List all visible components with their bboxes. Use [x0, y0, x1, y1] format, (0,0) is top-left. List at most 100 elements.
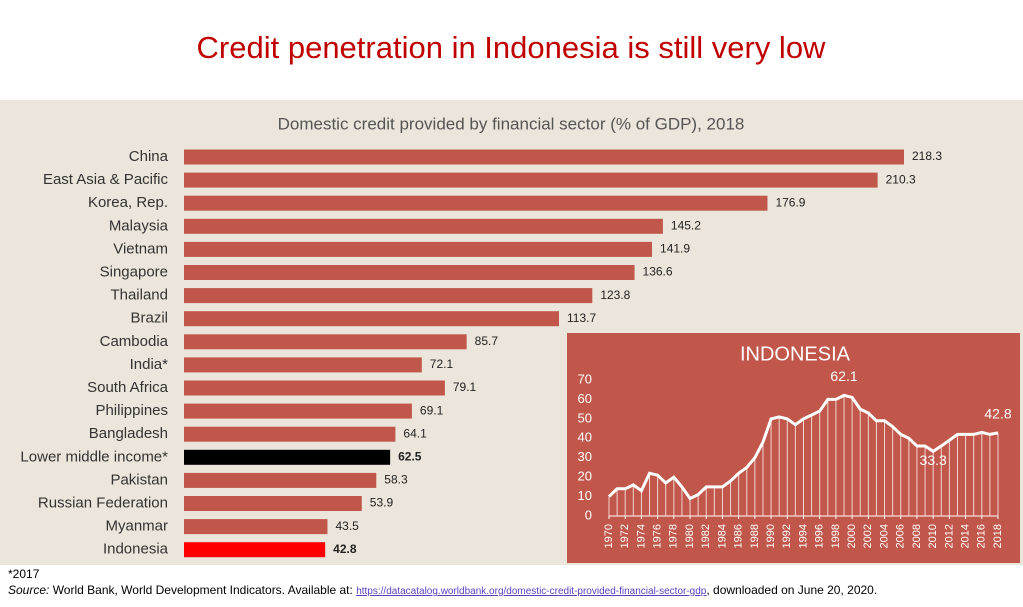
value-label: 218.3 [912, 149, 942, 163]
line [607, 393, 999, 501]
x-tick-label: 1980 [684, 524, 696, 548]
inset-title: INDONESIA [740, 343, 851, 365]
annotation: 42.8 [984, 406, 1011, 422]
category-label: Vietnam [113, 240, 168, 257]
category-label: Lower middle income* [20, 448, 168, 465]
x-tick-label: 2016 [976, 524, 988, 548]
bar [184, 496, 362, 511]
y-tick-label: 0 [585, 507, 592, 522]
x-tick-label: 2006 [895, 524, 907, 548]
x-tick-label: 2018 [992, 524, 1004, 548]
category-label: Brazil [130, 310, 168, 327]
y-tick-label: 20 [578, 469, 592, 484]
category-label: Singapore [100, 263, 168, 280]
x-tick-label: 1970 [603, 524, 615, 548]
x-tick-label: 1996 [814, 524, 826, 548]
y-tick-label: 10 [578, 488, 592, 503]
note: *2017 [8, 567, 40, 581]
value-label: 72.1 [430, 357, 454, 371]
category-label: India* [130, 356, 169, 373]
source: Source: World Bank, World Development In… [8, 582, 877, 600]
x-tick-label: 2002 [862, 524, 874, 548]
x-tick-label: 2008 [911, 524, 923, 548]
x-tick-label: 1982 [700, 524, 712, 548]
value-label: 62.5 [398, 449, 422, 463]
category-label: Indonesia [103, 541, 169, 558]
footnote: *2017 Source: World Bank, World Developm… [8, 566, 877, 600]
bar [184, 380, 445, 396]
category-label: Russian Federation [38, 494, 168, 511]
bar [184, 334, 467, 350]
y-tick-label: 40 [578, 430, 592, 445]
value-label: 42.8 [333, 542, 357, 556]
x-tick-label: 1976 [652, 524, 664, 548]
x-tick-label: 1994 [797, 524, 809, 548]
y-tick-label: 50 [578, 410, 592, 425]
bar [184, 311, 560, 327]
x-tick-label: 1992 [781, 524, 793, 548]
category-label: East Asia & Pacific [43, 171, 169, 188]
category-label: China [129, 148, 169, 165]
value-label: 141.9 [660, 242, 690, 256]
bar [184, 403, 412, 419]
chart: Credit penetration in Indonesia is still… [0, 30, 1023, 565]
annotation: 33.3 [920, 452, 947, 468]
value-label: 113.7 [567, 311, 596, 325]
x-tick-label: 1972 [619, 524, 631, 548]
category-label: Korea, Rep. [88, 194, 168, 211]
bar [184, 195, 768, 211]
source-tail: , downloaded on June 20, 2020. [706, 583, 878, 597]
value-label: 53.9 [370, 496, 394, 510]
bar [184, 542, 326, 558]
x-tick-label: 2012 [943, 524, 955, 548]
bar [184, 519, 328, 535]
bar [184, 357, 422, 373]
value-label: 58.3 [384, 473, 408, 487]
bar [184, 472, 377, 488]
x-tick-label: 1990 [765, 524, 777, 548]
y-tick-label: 60 [578, 391, 592, 406]
category-label: South Africa [87, 379, 169, 396]
x-tick-label: 2010 [927, 524, 939, 548]
category-label: Cambodia [100, 333, 169, 350]
value-label: 79.1 [453, 380, 477, 394]
value-label: 145.2 [671, 218, 701, 232]
category-label: Myanmar [105, 518, 168, 535]
x-tick-label: 1978 [668, 524, 680, 548]
source-label: Source: [8, 583, 50, 597]
chart-title: Domestic credit provided by financial se… [278, 114, 745, 133]
bar [184, 241, 653, 257]
category-label: Philippines [95, 402, 168, 419]
bar [184, 149, 904, 165]
value-label: 43.5 [335, 519, 359, 533]
x-tick-label: 1988 [749, 524, 761, 548]
x-tick-label: 1986 [733, 524, 745, 548]
source-link[interactable]: https://datacatalog.worldbank.org/domest… [356, 586, 707, 597]
x-tick-label: 1974 [635, 524, 647, 548]
x-tick-label: 2000 [846, 524, 858, 548]
x-tick-label: 1984 [716, 524, 728, 548]
value-label: 123.8 [600, 288, 630, 302]
bar [184, 288, 593, 304]
value-label: 85.7 [475, 334, 499, 348]
y-tick-label: 70 [578, 371, 592, 386]
bar [184, 172, 878, 188]
category-label: Malaysia [109, 217, 169, 234]
bar [184, 426, 396, 442]
category-label: Pakistan [110, 471, 168, 488]
value-label: 136.6 [643, 265, 673, 279]
x-tick-label: 1998 [830, 524, 842, 548]
x-tick-label: 2004 [878, 524, 890, 548]
x-tick-label: 2014 [959, 524, 971, 548]
bar [184, 218, 663, 234]
value-label: 176.9 [775, 195, 805, 209]
source-text: World Bank, World Development Indicators… [49, 583, 357, 597]
value-label: 69.1 [420, 403, 444, 417]
value-label: 64.1 [403, 426, 427, 440]
y-tick-label: 30 [578, 449, 592, 464]
value-label: 210.3 [886, 172, 916, 186]
bar [184, 265, 635, 280]
category-label: Bangladesh [89, 425, 168, 442]
inset [567, 333, 1020, 563]
